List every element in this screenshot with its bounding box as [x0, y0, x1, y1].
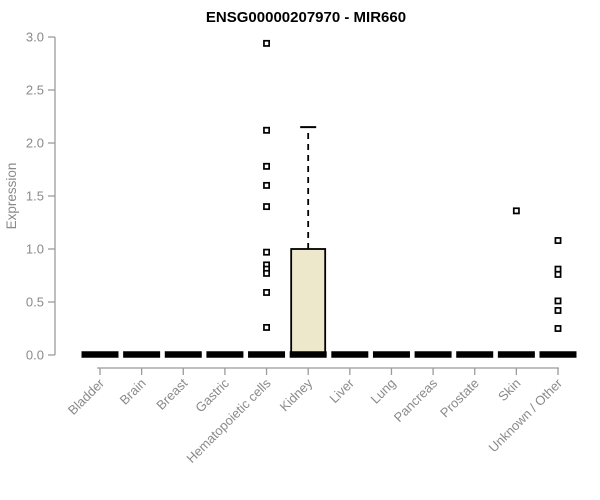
median-bar [414, 351, 452, 358]
box-group-breast [164, 351, 202, 358]
outlier-point [263, 203, 270, 211]
median-bar [81, 351, 119, 358]
median-bar [456, 351, 494, 358]
box-group-skin [497, 207, 535, 358]
median-bar [289, 351, 327, 358]
box-group-liver [331, 351, 369, 358]
y-tick-label: 1.5 [26, 189, 44, 204]
outlier-point [263, 126, 270, 134]
x-tick-label: Kidney [277, 375, 316, 414]
outlier-point [512, 207, 520, 215]
x-tick-label: Skin [495, 376, 523, 404]
axes-layer: 0.0 0.5 1.0 1.5 2.0 2.5 3.0 Bladder Brain Breast G… [26, 30, 566, 466]
box-group-brain [123, 351, 161, 358]
box-group-unknown-other [539, 237, 577, 358]
outlier-point [263, 289, 270, 296]
boxplot-data-layer [81, 39, 577, 358]
y-tick-label: 1.0 [26, 242, 44, 257]
box-group-pancreas [414, 351, 452, 358]
y-tick-label: 0.5 [26, 295, 44, 310]
outlier-point [554, 265, 562, 273]
y-axis-label: Expression [4, 163, 19, 230]
outlier-point [263, 39, 270, 47]
box-group-lung [372, 351, 410, 358]
x-tick-label: Unknown / Other [486, 375, 566, 455]
outlier-point [263, 323, 270, 331]
outlier-point [263, 269, 270, 277]
x-tick-label: Brain [117, 376, 149, 408]
box-group-bladder [81, 351, 119, 358]
box-rect [290, 248, 327, 356]
y-tick-label: 2.5 [26, 83, 44, 98]
x-tick-label: Gastric [192, 375, 232, 415]
outlier-point [554, 270, 562, 278]
box-group-gastric [206, 351, 244, 358]
x-tick-label: Liver [326, 375, 357, 406]
box-group-prostate [456, 351, 494, 358]
y-tick-label: 0.0 [26, 348, 44, 363]
outlier-point [263, 181, 270, 189]
median-bar [248, 351, 286, 358]
median-bar [206, 351, 244, 358]
median-bar [539, 351, 577, 358]
median-bar [331, 351, 369, 358]
chart-title: ENSG00000207970 - MIR660 [206, 9, 406, 26]
y-tick-label: 2.0 [26, 136, 44, 151]
median-bar [123, 351, 161, 358]
outlier-point [554, 297, 562, 305]
x-tick-label: Bladder [65, 375, 108, 418]
outlier-point [554, 307, 562, 314]
x-tick-label: Prostate [437, 376, 482, 421]
outlier-point [263, 162, 270, 170]
median-bar [164, 351, 202, 358]
box-group-kidney [289, 126, 327, 358]
median-bar [372, 351, 410, 358]
x-tick-label: Lung [368, 376, 399, 407]
outlier-point [263, 248, 270, 256]
box-group-hematopoietic-cells [248, 39, 286, 358]
x-tick-label: Pancreas [391, 375, 441, 425]
outlier-point [554, 237, 562, 244]
outlier-point [554, 325, 562, 332]
x-tick-label: Breast [153, 375, 190, 412]
median-bar [497, 351, 535, 358]
y-tick-label: 3.0 [26, 30, 44, 45]
